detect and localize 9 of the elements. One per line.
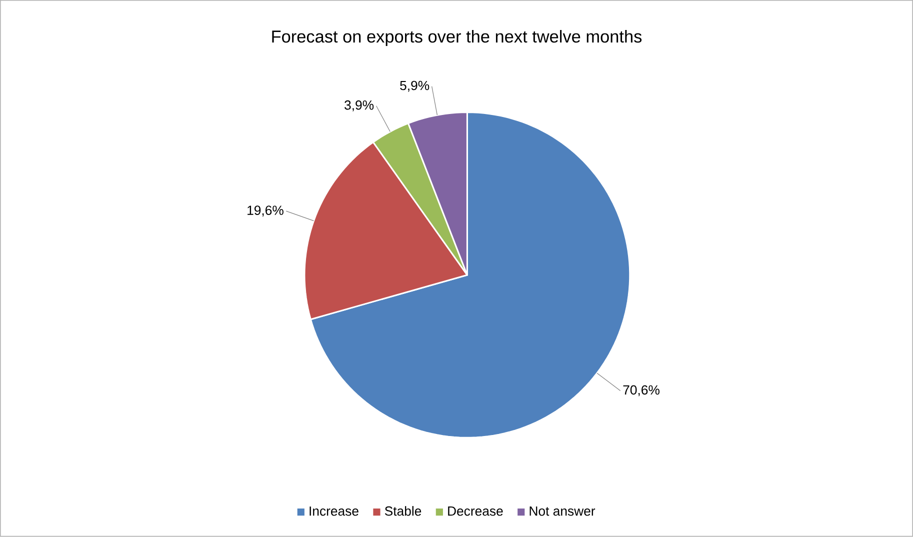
legend-label: Not answer	[530, 506, 596, 516]
data-label: 5,9%	[400, 80, 430, 92]
data-label: 19,6%	[248, 206, 284, 217]
legend-label: Stable	[384, 506, 422, 516]
data-label: 3,9%	[344, 100, 374, 112]
data-label: 70,6%	[623, 385, 660, 396]
legend-label: Increase	[310, 506, 358, 516]
chart-title: Forecast on exports over the next twelve months	[272, 30, 642, 46]
legend-label: Decrease	[448, 506, 503, 516]
